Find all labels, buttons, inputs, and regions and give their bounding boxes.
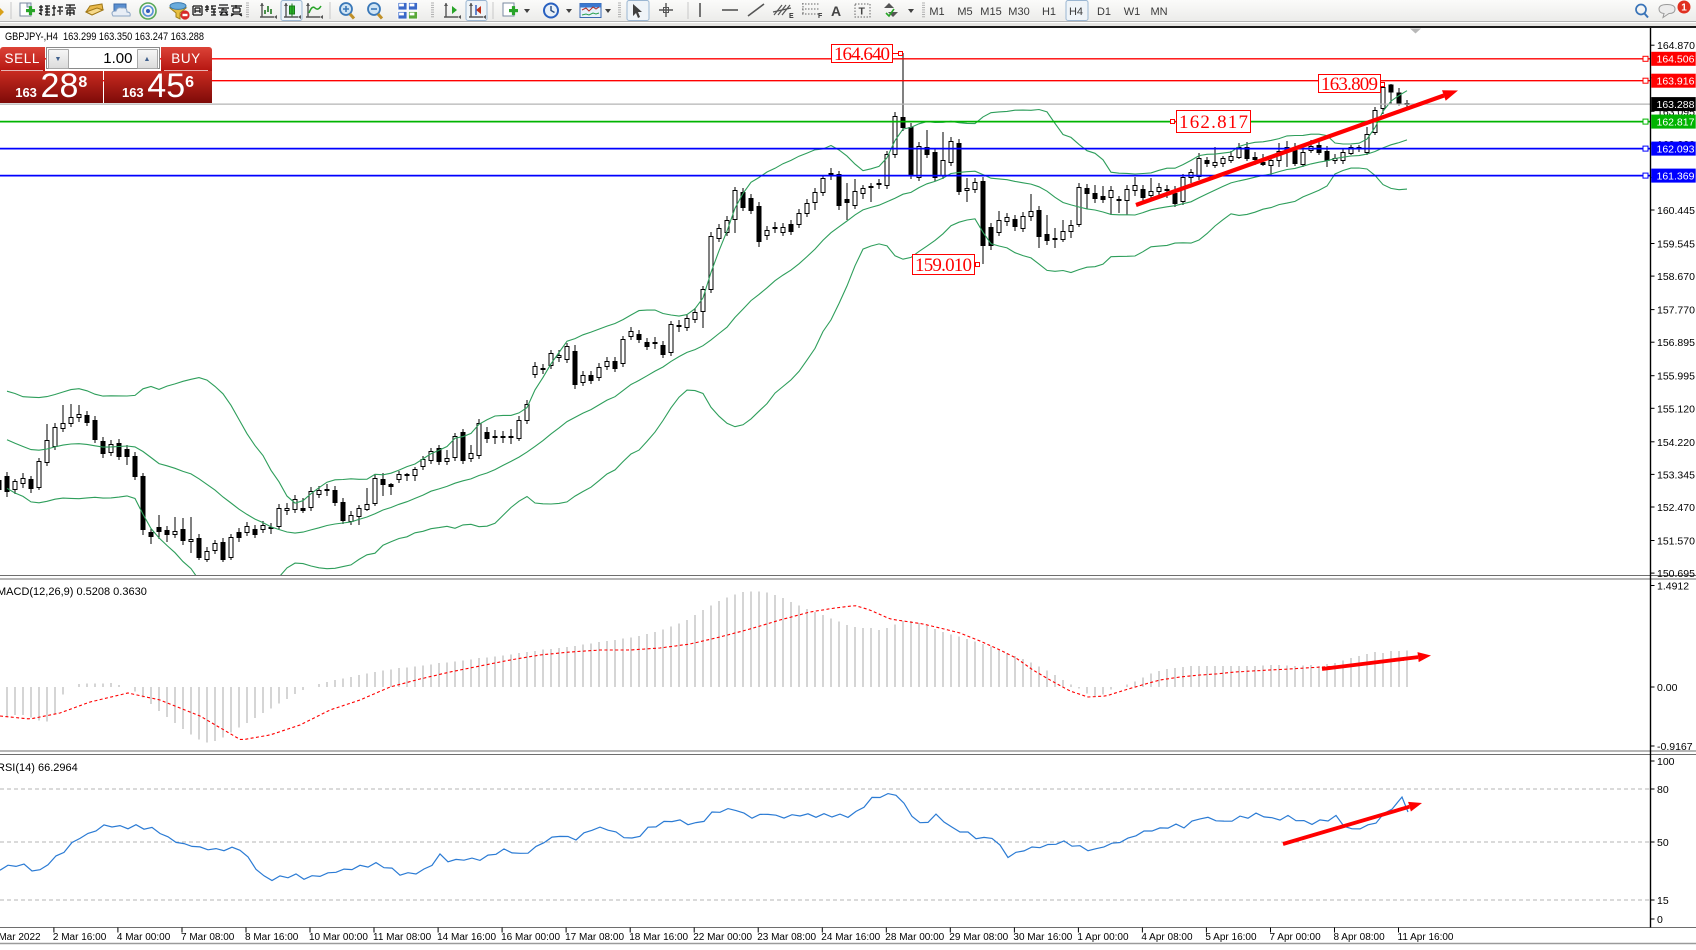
svg-text:158.670: 158.670 [1657, 271, 1695, 283]
svg-text:159.545: 159.545 [1657, 239, 1695, 251]
svg-text:150.695: 150.695 [1657, 568, 1695, 580]
svg-text:161.369: 161.369 [1657, 170, 1695, 182]
svg-text:24 Mar 16:00: 24 Mar 16:00 [821, 932, 880, 943]
svg-text:15: 15 [1657, 895, 1669, 907]
svg-text:2 Mar 16:00: 2 Mar 16:00 [53, 932, 107, 943]
svg-text:MN: MN [1150, 6, 1167, 18]
svg-text:11 Apr 16:00: 11 Apr 16:00 [1398, 932, 1454, 943]
svg-text:164.506: 164.506 [1657, 54, 1695, 66]
svg-text:100: 100 [1657, 756, 1675, 768]
svg-text:GBPJPY-,H4 163.299 163.350 16: GBPJPY-,H4 163.299 163.350 163.247 163.2… [5, 31, 204, 43]
svg-text:153.345: 153.345 [1657, 469, 1695, 481]
svg-text:7 Mar 08:00: 7 Mar 08:00 [181, 932, 235, 943]
svg-text:0.00: 0.00 [1657, 682, 1678, 694]
svg-text:154.220: 154.220 [1657, 437, 1695, 449]
svg-text:4 Mar 00:00: 4 Mar 00:00 [117, 932, 171, 943]
svg-text:18 Mar 16:00: 18 Mar 16:00 [629, 932, 688, 943]
svg-text:1 Mar 2022: 1 Mar 2022 [0, 932, 41, 943]
svg-text:0: 0 [1657, 914, 1663, 926]
svg-text:163.916: 163.916 [1657, 76, 1695, 88]
svg-text:-0.9167: -0.9167 [1657, 741, 1693, 753]
svg-text:151.570: 151.570 [1657, 536, 1695, 548]
svg-text:162.093: 162.093 [1657, 143, 1695, 155]
svg-text:80: 80 [1657, 784, 1669, 796]
svg-text:M1: M1 [929, 6, 944, 18]
svg-text:28 Mar 00:00: 28 Mar 00:00 [885, 932, 944, 943]
svg-text:162.817: 162.817 [1179, 112, 1248, 133]
svg-text:10 Mar 00:00: 10 Mar 00:00 [309, 932, 368, 943]
svg-text:1.4912: 1.4912 [1657, 581, 1689, 593]
svg-text:155.995: 155.995 [1657, 371, 1695, 383]
svg-text:16 Mar 00:00: 16 Mar 00:00 [501, 932, 560, 943]
svg-text:22 Mar 00:00: 22 Mar 00:00 [693, 932, 752, 943]
svg-text:M30: M30 [1008, 6, 1029, 18]
svg-text:50: 50 [1657, 837, 1669, 849]
svg-text:A: A [831, 3, 841, 19]
svg-text:11 Mar 08:00: 11 Mar 08:00 [373, 932, 432, 943]
svg-text:MACD(12,26,9) 0.5208 0.3630: MACD(12,26,9) 0.5208 0.3630 [0, 586, 147, 598]
svg-text:162.817: 162.817 [1657, 116, 1695, 128]
svg-text:163.809: 163.809 [1321, 74, 1378, 95]
svg-text:163.288: 163.288 [1657, 99, 1695, 111]
svg-text:H1: H1 [1042, 6, 1056, 18]
svg-text:H4: H4 [1069, 6, 1083, 18]
svg-text:14 Mar 16:00: 14 Mar 16:00 [437, 932, 496, 943]
svg-text:156.895: 156.895 [1657, 337, 1695, 349]
svg-text:4 Apr 08:00: 4 Apr 08:00 [1141, 932, 1193, 943]
svg-text:M5: M5 [957, 6, 972, 18]
svg-text:155.120: 155.120 [1657, 403, 1695, 415]
svg-text:1: 1 [1681, 3, 1687, 14]
svg-text:W1: W1 [1124, 6, 1141, 18]
svg-text:30 Mar 16:00: 30 Mar 16:00 [1013, 932, 1072, 943]
svg-text:164.870: 164.870 [1657, 40, 1695, 52]
svg-text:1 Apr 00:00: 1 Apr 00:00 [1077, 932, 1129, 943]
svg-text:152.470: 152.470 [1657, 502, 1695, 514]
svg-text:RSI(14) 66.2964: RSI(14) 66.2964 [0, 762, 78, 774]
svg-text:M15: M15 [980, 6, 1001, 18]
svg-text:160.445: 160.445 [1657, 205, 1695, 217]
svg-text:8 Apr 08:00: 8 Apr 08:00 [1334, 932, 1386, 943]
svg-text:164.640: 164.640 [834, 44, 890, 65]
svg-text:23 Mar 08:00: 23 Mar 08:00 [757, 932, 816, 943]
svg-text:17 Mar 08:00: 17 Mar 08:00 [565, 932, 624, 943]
svg-text:159.010: 159.010 [915, 255, 972, 276]
svg-text:29 Mar 08:00: 29 Mar 08:00 [949, 932, 1008, 943]
svg-text:8 Mar 16:00: 8 Mar 16:00 [245, 932, 299, 943]
svg-text:T: T [859, 6, 866, 18]
svg-text:E: E [789, 13, 794, 20]
svg-text:D1: D1 [1097, 6, 1111, 18]
svg-text:7 Apr 00:00: 7 Apr 00:00 [1270, 932, 1322, 943]
svg-text:F: F [818, 13, 823, 20]
svg-text:157.770: 157.770 [1657, 305, 1695, 317]
svg-text:5 Apr 16:00: 5 Apr 16:00 [1205, 932, 1257, 943]
